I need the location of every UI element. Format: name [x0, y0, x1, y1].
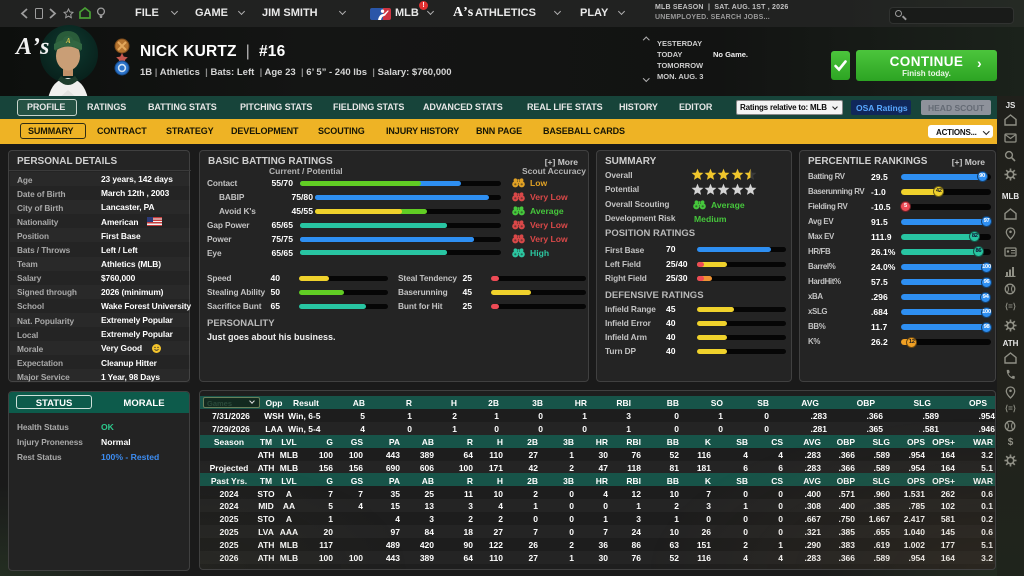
svg-text:A: A [65, 37, 71, 45]
